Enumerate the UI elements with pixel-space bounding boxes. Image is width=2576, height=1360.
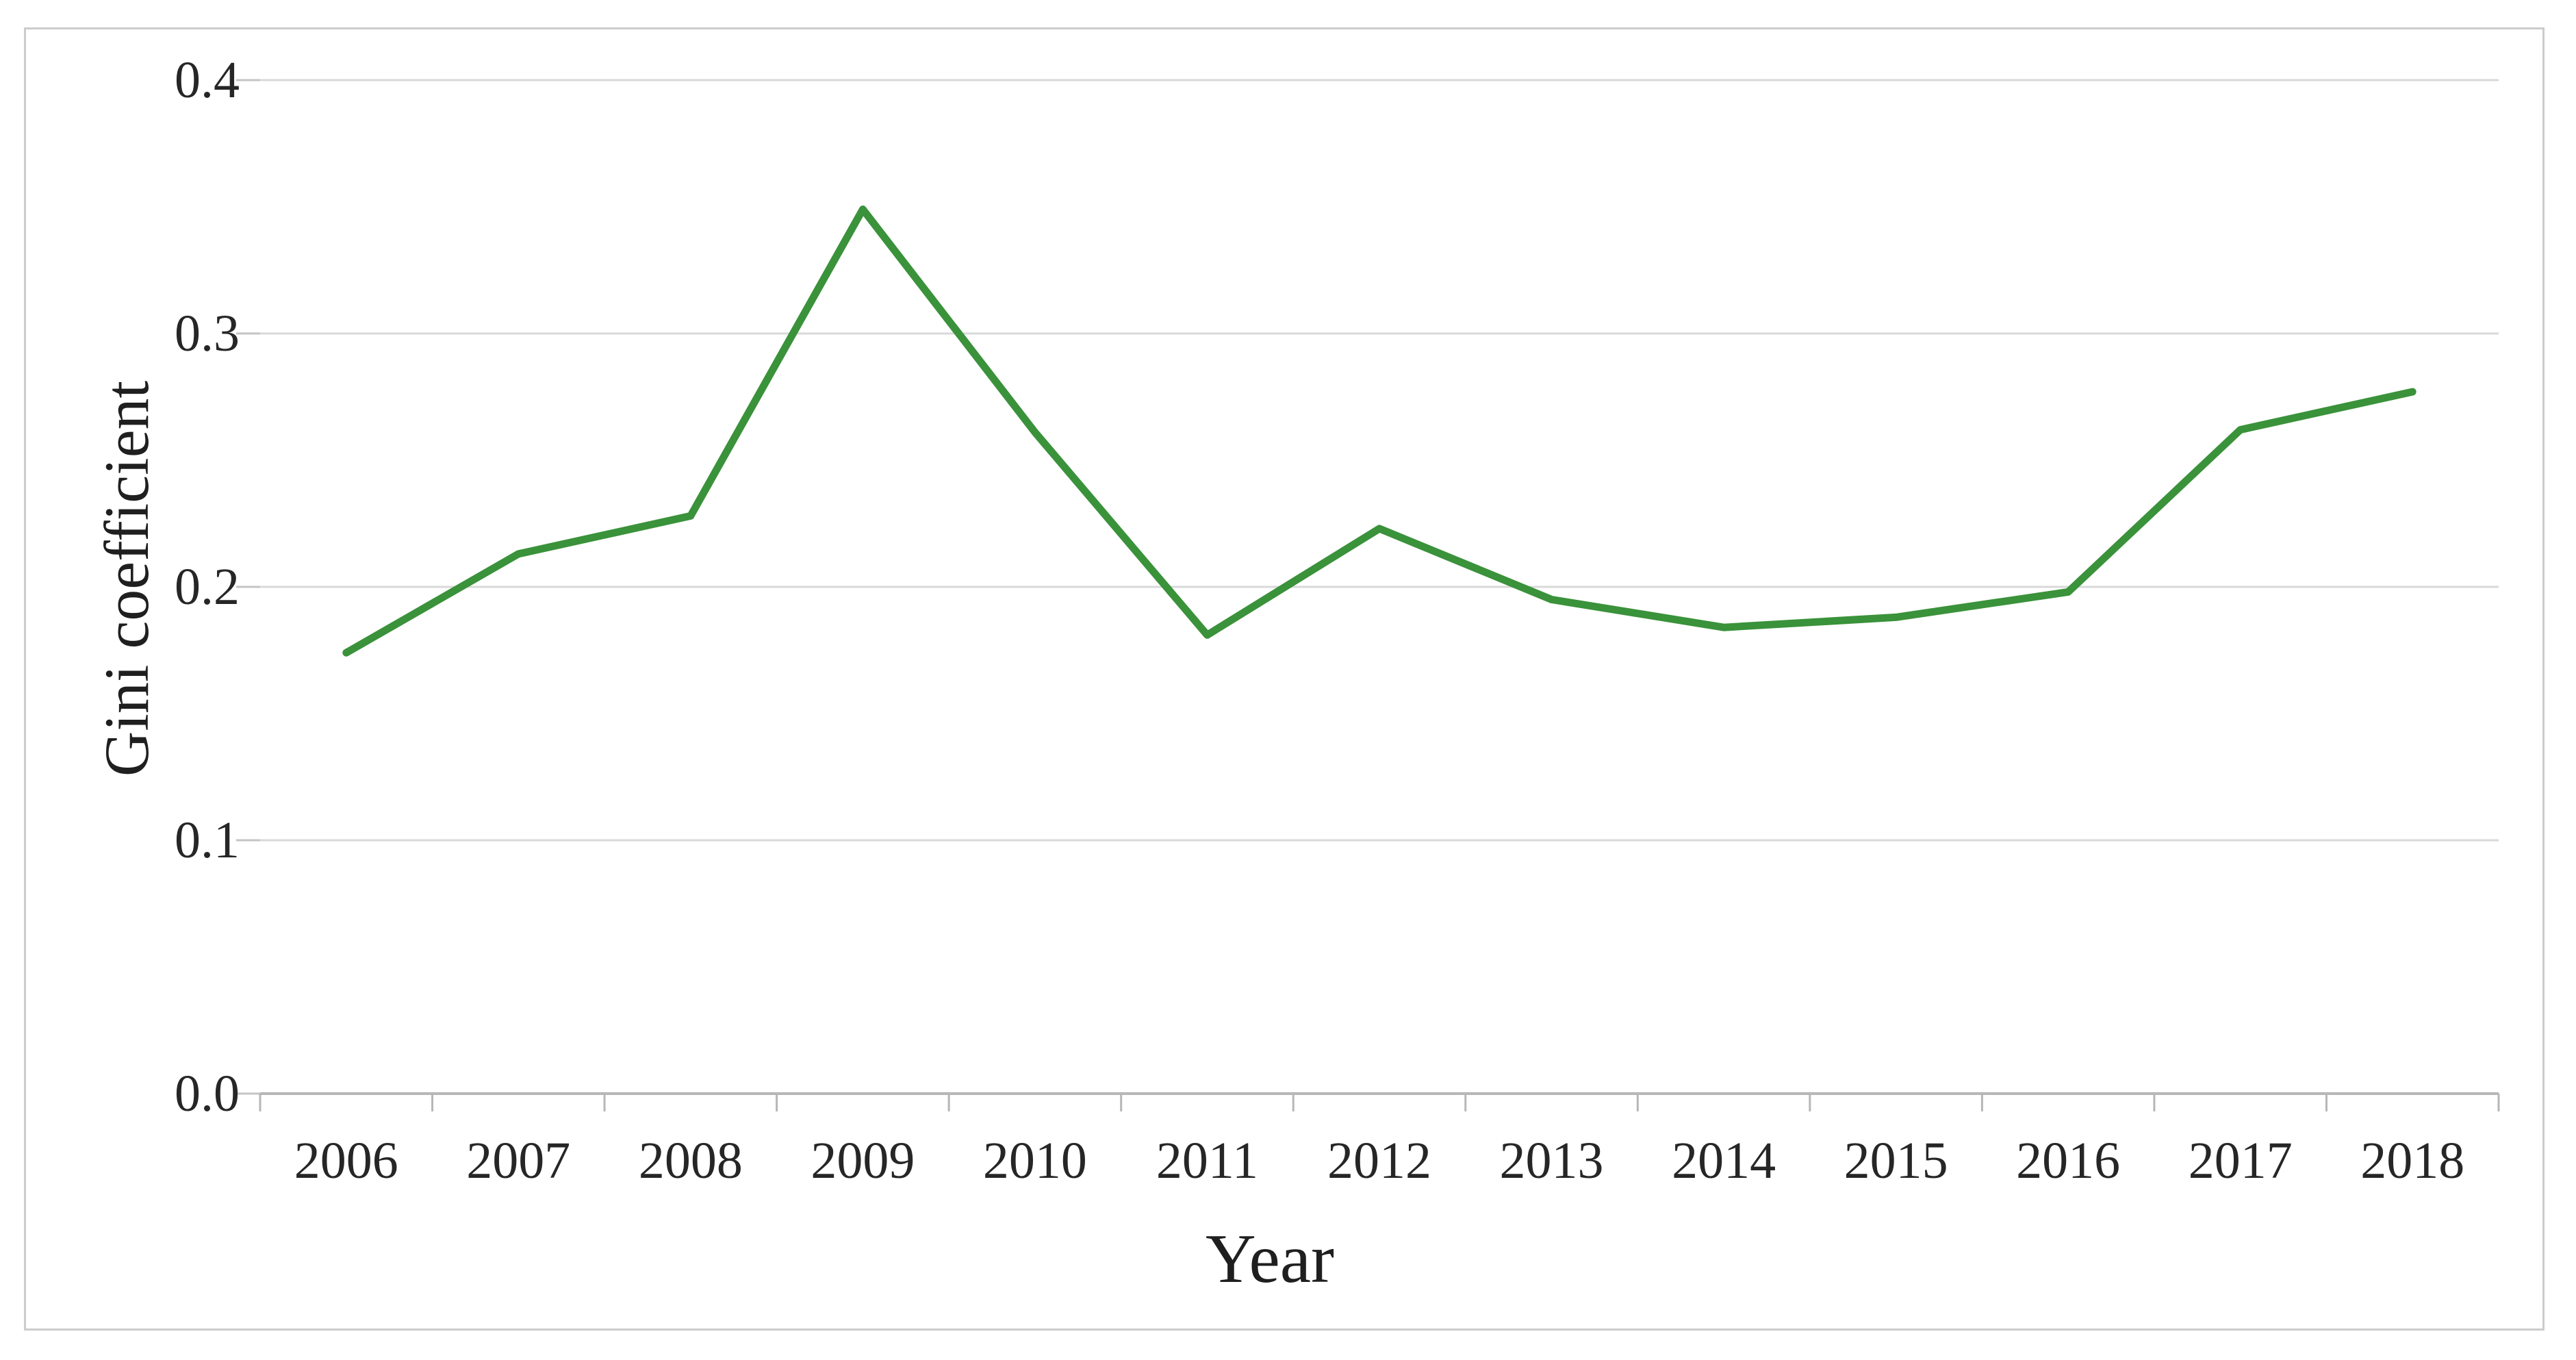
x-tick-label: 2015 [1844,1132,1948,1189]
x-tick-label: 2008 [638,1132,743,1189]
x-axis-title: Year [1206,1220,1334,1298]
x-tick-label: 2016 [2016,1132,2121,1189]
y-tick-label: 0.3 [175,305,240,362]
x-tick-label: 2012 [1327,1132,1431,1189]
y-axis-title: Gini coefficient [92,380,162,777]
x-tick-label: 2017 [2188,1132,2293,1189]
x-tick-label: 2011 [1156,1132,1259,1189]
y-tick-label: 0.1 [175,811,240,869]
figure-border [24,27,2545,1331]
x-tick-label: 2006 [294,1132,398,1189]
x-tick-label: 2010 [982,1132,1087,1189]
x-tick-label: 2014 [1672,1132,1776,1189]
y-tick-label: 0.2 [175,558,240,616]
x-tick-label: 2009 [811,1132,915,1189]
gini-series-line [342,205,2416,657]
x-tick-label: 2007 [466,1132,571,1189]
x-tick-label: 2018 [2360,1132,2465,1189]
y-tick-label: 0.0 [175,1065,240,1122]
y-tick-label: 0.4 [175,51,240,109]
x-tick-label: 2013 [1499,1132,1604,1189]
